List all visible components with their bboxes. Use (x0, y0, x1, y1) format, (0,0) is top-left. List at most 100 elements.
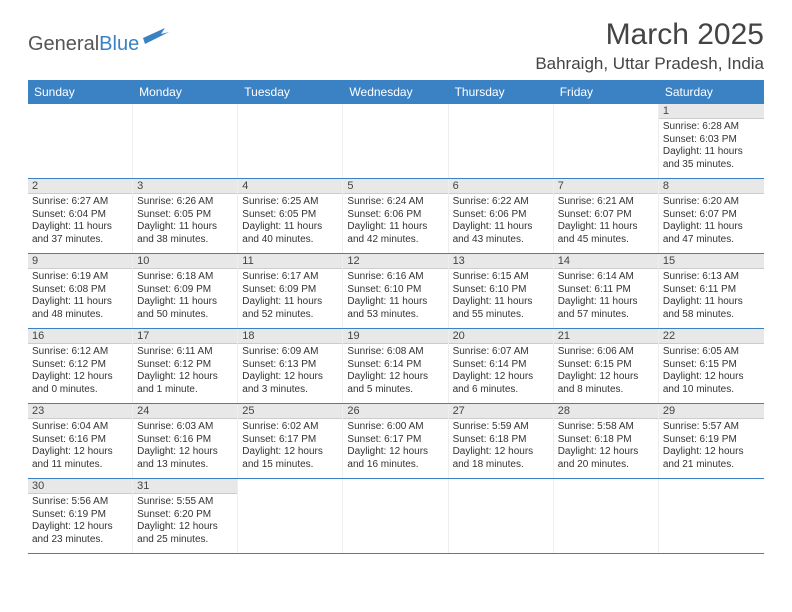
day-info: Sunrise: 5:59 AMSunset: 6:18 PMDaylight:… (453, 421, 549, 471)
daylight-line: Daylight: 11 hours and 47 minutes. (663, 221, 760, 246)
calendar-cell-empty (659, 479, 764, 553)
logo-text-part1: General (28, 33, 99, 55)
sunset-line: Sunset: 6:06 PM (347, 209, 443, 222)
title-block: March 2025 Bahraigh, Uttar Pradesh, Indi… (535, 18, 764, 74)
calendar-cell-empty (343, 479, 448, 553)
daylight-line: Daylight: 12 hours and 21 minutes. (663, 446, 760, 471)
sunset-line: Sunset: 6:14 PM (453, 359, 549, 372)
daylight-line: Daylight: 11 hours and 48 minutes. (32, 296, 128, 321)
calendar-cell: 13Sunrise: 6:15 AMSunset: 6:10 PMDayligh… (449, 254, 554, 328)
day-number: 6 (449, 179, 553, 194)
day-number: 22 (659, 329, 764, 344)
calendar-cell: 8Sunrise: 6:20 AMSunset: 6:07 PMDaylight… (659, 179, 764, 253)
sunrise-line: Sunrise: 5:55 AM (137, 496, 233, 509)
day-info: Sunrise: 6:28 AMSunset: 6:03 PMDaylight:… (663, 121, 760, 171)
daylight-line: Daylight: 12 hours and 13 minutes. (137, 446, 233, 471)
calendar-cell: 5Sunrise: 6:24 AMSunset: 6:06 PMDaylight… (343, 179, 448, 253)
day-number: 19 (343, 329, 447, 344)
daylight-line: Daylight: 12 hours and 6 minutes. (453, 371, 549, 396)
sunrise-line: Sunrise: 6:19 AM (32, 271, 128, 284)
calendar-cell: 25Sunrise: 6:02 AMSunset: 6:17 PMDayligh… (238, 404, 343, 478)
day-info: Sunrise: 5:56 AMSunset: 6:19 PMDaylight:… (32, 496, 128, 546)
daylight-line: Daylight: 11 hours and 42 minutes. (347, 221, 443, 246)
calendar-cell: 12Sunrise: 6:16 AMSunset: 6:10 PMDayligh… (343, 254, 448, 328)
calendar-cell: 30Sunrise: 5:56 AMSunset: 6:19 PMDayligh… (28, 479, 133, 553)
calendar-cell: 23Sunrise: 6:04 AMSunset: 6:16 PMDayligh… (28, 404, 133, 478)
empty-head (554, 479, 658, 494)
day-number: 18 (238, 329, 342, 344)
sunset-line: Sunset: 6:09 PM (137, 284, 233, 297)
day-number: 8 (659, 179, 764, 194)
calendar-cell: 24Sunrise: 6:03 AMSunset: 6:16 PMDayligh… (133, 404, 238, 478)
day-info: Sunrise: 5:58 AMSunset: 6:18 PMDaylight:… (558, 421, 654, 471)
sunset-line: Sunset: 6:19 PM (32, 509, 128, 522)
daylight-line: Daylight: 11 hours and 53 minutes. (347, 296, 443, 321)
daylight-line: Daylight: 11 hours and 37 minutes. (32, 221, 128, 246)
logo-text: GeneralBlue (28, 33, 139, 56)
calendar-cell: 9Sunrise: 6:19 AMSunset: 6:08 PMDaylight… (28, 254, 133, 328)
sunset-line: Sunset: 6:14 PM (347, 359, 443, 372)
day-number: 13 (449, 254, 553, 269)
day-header-cell: Sunday (28, 80, 133, 104)
calendar-cell: 6Sunrise: 6:22 AMSunset: 6:06 PMDaylight… (449, 179, 554, 253)
calendar-cell: 17Sunrise: 6:11 AMSunset: 6:12 PMDayligh… (133, 329, 238, 403)
sunset-line: Sunset: 6:07 PM (558, 209, 654, 222)
calendar-week: 23Sunrise: 6:04 AMSunset: 6:16 PMDayligh… (28, 404, 764, 479)
calendar-cell: 21Sunrise: 6:06 AMSunset: 6:15 PMDayligh… (554, 329, 659, 403)
sunset-line: Sunset: 6:06 PM (453, 209, 549, 222)
calendar-cell-empty (28, 104, 133, 178)
daylight-line: Daylight: 11 hours and 52 minutes. (242, 296, 338, 321)
calendar-body: 1 Sunrise: 6:28 AMSunset: 6:03 PMDaylight… (28, 104, 764, 554)
calendar-cell-empty (238, 479, 343, 553)
sunrise-line: Sunrise: 6:24 AM (347, 196, 443, 209)
day-info: Sunrise: 6:14 AMSunset: 6:11 PMDaylight:… (558, 271, 654, 321)
sunset-line: Sunset: 6:05 PM (242, 209, 338, 222)
calendar-page: GeneralBlue March 2025 Bahraigh, Uttar P… (0, 0, 792, 564)
sunset-line: Sunset: 6:05 PM (137, 209, 233, 222)
calendar-week: 16Sunrise: 6:12 AMSunset: 6:12 PMDayligh… (28, 329, 764, 404)
sunrise-line: Sunrise: 6:07 AM (453, 346, 549, 359)
empty-head (238, 104, 342, 119)
day-info: Sunrise: 6:07 AMSunset: 6:14 PMDaylight:… (453, 346, 549, 396)
sunset-line: Sunset: 6:09 PM (242, 284, 338, 297)
day-header-cell: Saturday (659, 80, 764, 104)
sunset-line: Sunset: 6:10 PM (347, 284, 443, 297)
daylight-line: Daylight: 11 hours and 50 minutes. (137, 296, 233, 321)
sunrise-line: Sunrise: 5:56 AM (32, 496, 128, 509)
empty-head (343, 479, 447, 494)
daylight-line: Daylight: 12 hours and 15 minutes. (242, 446, 338, 471)
empty-head (28, 104, 132, 119)
day-number: 23 (28, 404, 132, 419)
day-number: 9 (28, 254, 132, 269)
sunset-line: Sunset: 6:15 PM (663, 359, 760, 372)
daylight-line: Daylight: 11 hours and 38 minutes. (137, 221, 233, 246)
day-header-row: SundayMondayTuesdayWednesdayThursdayFrid… (28, 80, 764, 104)
daylight-line: Daylight: 12 hours and 1 minute. (137, 371, 233, 396)
calendar-cell-empty (343, 104, 448, 178)
daylight-line: Daylight: 12 hours and 18 minutes. (453, 446, 549, 471)
daylight-line: Daylight: 12 hours and 8 minutes. (558, 371, 654, 396)
logo-text-part2: Blue (99, 33, 139, 55)
sunrise-line: Sunrise: 6:22 AM (453, 196, 549, 209)
calendar-cell: 15Sunrise: 6:13 AMSunset: 6:11 PMDayligh… (659, 254, 764, 328)
sunset-line: Sunset: 6:18 PM (558, 434, 654, 447)
day-info: Sunrise: 6:21 AMSunset: 6:07 PMDaylight:… (558, 196, 654, 246)
calendar-cell: 7Sunrise: 6:21 AMSunset: 6:07 PMDaylight… (554, 179, 659, 253)
sunrise-line: Sunrise: 5:57 AM (663, 421, 760, 434)
day-number: 1 (659, 104, 764, 119)
sunset-line: Sunset: 6:11 PM (663, 284, 760, 297)
sunrise-line: Sunrise: 6:02 AM (242, 421, 338, 434)
day-info: Sunrise: 6:00 AMSunset: 6:17 PMDaylight:… (347, 421, 443, 471)
day-info: Sunrise: 6:08 AMSunset: 6:14 PMDaylight:… (347, 346, 443, 396)
calendar-cell: 29Sunrise: 5:57 AMSunset: 6:19 PMDayligh… (659, 404, 764, 478)
sunrise-line: Sunrise: 6:21 AM (558, 196, 654, 209)
sunrise-line: Sunrise: 6:27 AM (32, 196, 128, 209)
empty-head (659, 479, 764, 494)
logo: GeneralBlue (28, 28, 169, 61)
daylight-line: Daylight: 12 hours and 25 minutes. (137, 521, 233, 546)
daylight-line: Daylight: 11 hours and 45 minutes. (558, 221, 654, 246)
calendar-cell-empty (133, 104, 238, 178)
sunset-line: Sunset: 6:07 PM (663, 209, 760, 222)
sunset-line: Sunset: 6:19 PM (663, 434, 760, 447)
location: Bahraigh, Uttar Pradesh, India (535, 54, 764, 74)
